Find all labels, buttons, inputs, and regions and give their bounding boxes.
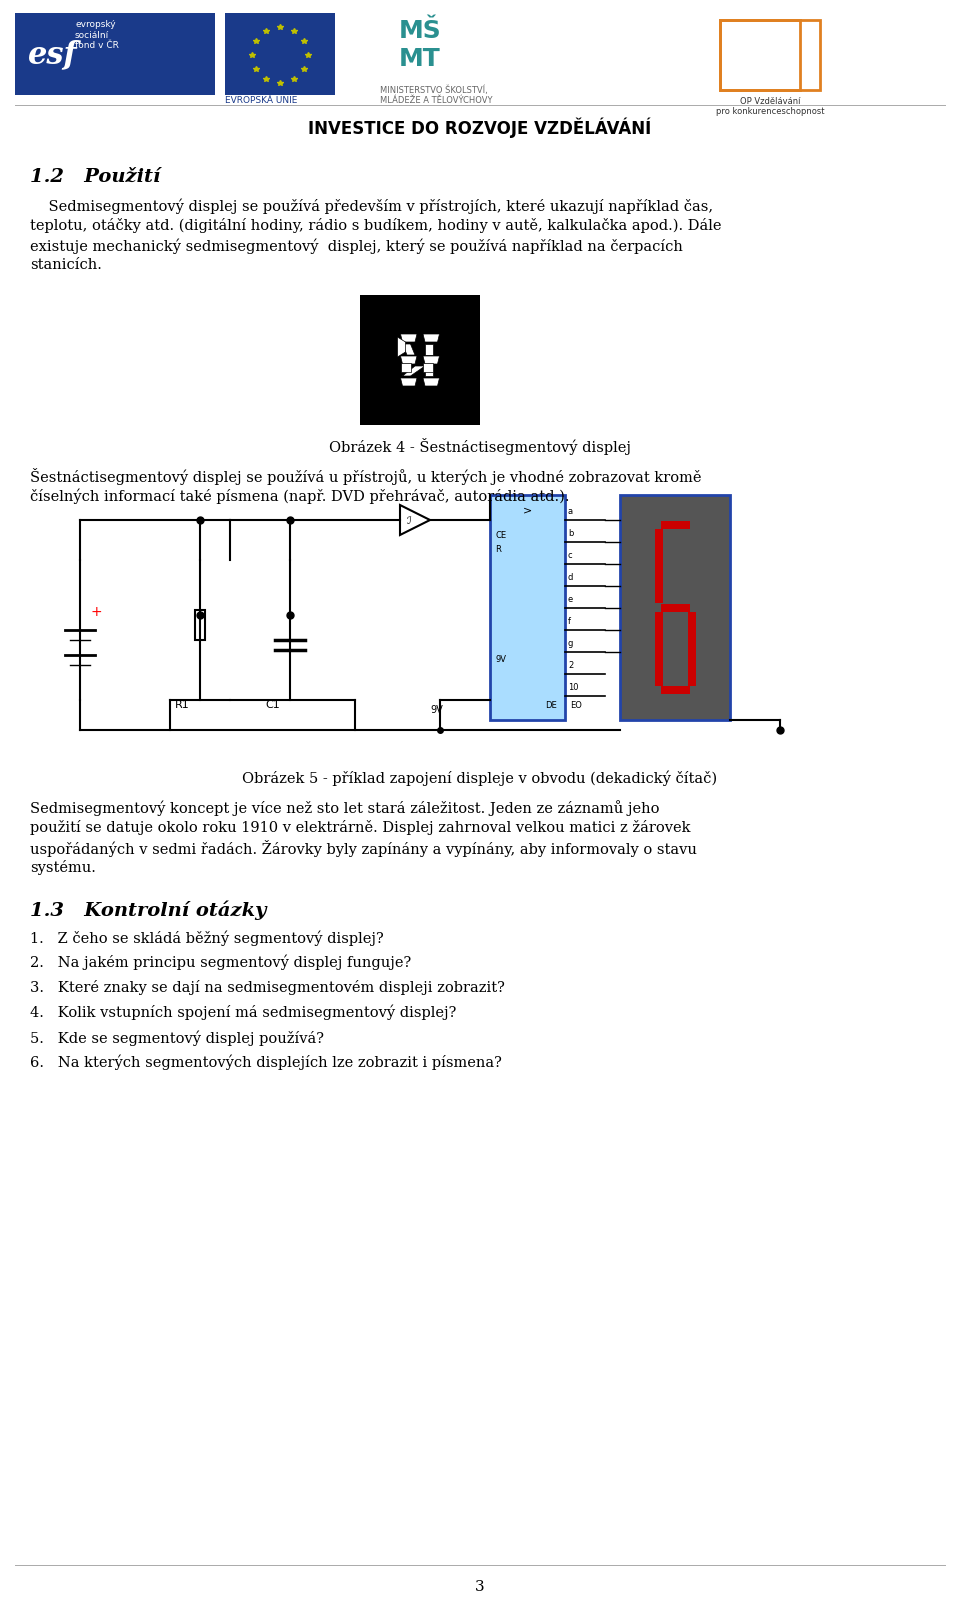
Bar: [360, 294, 480, 426]
Text: d: d: [568, 573, 573, 582]
Text: >: >: [523, 506, 532, 515]
Text: 6.   Na kterých segmentových displejích lze zobrazit i písmena?: 6. Na kterých segmentových displejích lz…: [30, 1054, 502, 1070]
Text: číselných informací také písmena (např. DVD přehrávač, autorádia atd.).: číselných informací také písmena (např. …: [30, 488, 569, 504]
Bar: [655, 611, 662, 686]
Text: existuje mechanický sedmisegmentový  displej, který se používá například na čerp: existuje mechanický sedmisegmentový disp…: [30, 238, 683, 253]
Bar: [687, 611, 695, 686]
Polygon shape: [400, 363, 411, 371]
Polygon shape: [423, 363, 433, 371]
Polygon shape: [400, 378, 417, 386]
Text: 4.   Kolik vstupních spojení má sedmisegmentový displej?: 4. Kolik vstupních spojení má sedmisegme…: [30, 1005, 456, 1021]
Polygon shape: [425, 344, 433, 355]
Bar: [620, 494, 730, 720]
Text: 9V: 9V: [430, 706, 443, 715]
Polygon shape: [400, 334, 417, 342]
Text: uspořádaných v sedmi řadách. Žárovky byly zapínány a vypínány, aby informovaly o: uspořádaných v sedmi řadách. Žárovky byl…: [30, 840, 697, 858]
Text: Sedmisegmentový displej se používá především v přístrojích, které ukazují napřík: Sedmisegmentový displej se používá přede…: [30, 198, 713, 213]
Text: f: f: [568, 618, 571, 627]
Text: R: R: [495, 546, 501, 555]
Bar: [720, 19, 800, 90]
Text: c: c: [568, 552, 572, 560]
Bar: [195, 610, 205, 640]
Text: 5.   Kde se segmentový displej používá?: 5. Kde se segmentový displej používá?: [30, 1030, 324, 1045]
Text: použití se datuje okolo roku 1910 v elektrárně. Displej zahrnoval velkou matici : použití se datuje okolo roku 1910 v elek…: [30, 819, 690, 835]
Text: 2.   Na jakém principu segmentový displej funguje?: 2. Na jakém principu segmentový displej …: [30, 955, 411, 971]
Text: CE: CE: [495, 531, 506, 539]
Bar: [660, 686, 689, 694]
Bar: [225, 13, 335, 94]
Bar: [660, 522, 689, 530]
Text: stanicích.: stanicích.: [30, 258, 102, 272]
Text: OP Vzdělávání
pro konkurenceschopnost: OP Vzdělávání pro konkurenceschopnost: [716, 98, 825, 117]
Text: ℐ: ℐ: [407, 515, 412, 526]
Polygon shape: [402, 344, 415, 355]
Text: b: b: [568, 530, 573, 539]
Polygon shape: [423, 378, 440, 386]
Polygon shape: [423, 334, 440, 342]
Text: DE: DE: [545, 701, 557, 709]
Text: Sedmisegmentový koncept je více než sto let stará záležitost. Jeden ze záznamů j: Sedmisegmentový koncept je více než sto …: [30, 800, 660, 816]
Bar: [720, 19, 820, 90]
Text: systému.: systému.: [30, 861, 96, 875]
Text: g: g: [568, 640, 573, 648]
Text: a: a: [568, 507, 573, 517]
Text: 3: 3: [475, 1581, 485, 1594]
Polygon shape: [397, 338, 405, 357]
Text: INVESTICE DO ROZVOJE VZDĚLÁVÁNÍ: INVESTICE DO ROZVOJE VZDĚLÁVÁNÍ: [308, 118, 652, 138]
Bar: [660, 603, 689, 611]
Text: EO: EO: [570, 701, 582, 709]
Polygon shape: [423, 357, 440, 365]
Text: evropský
sociální
fond v ČR: evropský sociální fond v ČR: [75, 21, 119, 50]
Bar: [490, 494, 565, 720]
Polygon shape: [400, 506, 430, 534]
Polygon shape: [400, 357, 417, 365]
Polygon shape: [425, 366, 433, 376]
Text: 3.   Které znaky se dají na sedmisegmentovém displeji zobrazit?: 3. Které znaky se dají na sedmisegmentov…: [30, 979, 505, 995]
Text: 1.   Z čeho se skládá běžný segmentový displej?: 1. Z čeho se skládá běžný segmentový dis…: [30, 930, 384, 946]
Polygon shape: [402, 366, 425, 376]
Bar: [655, 530, 662, 603]
Text: 2: 2: [568, 661, 573, 670]
Text: 10: 10: [568, 683, 579, 693]
Text: esf: esf: [28, 40, 78, 70]
Text: MINISTERSTVO ŠKOLSTVÍ,
MLÁDEŽE A TĚLOVÝCHOVY: MINISTERSTVO ŠKOLSTVÍ, MLÁDEŽE A TĚLOVÝC…: [380, 85, 492, 106]
Text: 1.3   Kontrolní otázky: 1.3 Kontrolní otázky: [30, 899, 267, 920]
Text: MŠ
MT: MŠ MT: [398, 19, 442, 70]
Text: 9V: 9V: [495, 656, 506, 664]
Text: +: +: [90, 605, 102, 619]
Text: e: e: [568, 595, 573, 605]
Text: 1.2   Použití: 1.2 Použití: [30, 168, 160, 186]
Text: Šestnáctisegmentový displej se používá u přístrojů, u kterých je vhodné zobrazov: Šestnáctisegmentový displej se používá u…: [30, 467, 702, 485]
Text: Obrázek 5 - příklad zapojení displeje v obvodu (dekadický čítač): Obrázek 5 - příklad zapojení displeje v …: [243, 770, 717, 786]
Text: teplotu, otáčky atd. (digitální hodiny, rádio s budíkem, hodiny v autě, kalkulač: teplotu, otáčky atd. (digitální hodiny, …: [30, 218, 722, 234]
Bar: [15, 13, 215, 94]
Text: R1: R1: [175, 701, 190, 710]
Text: C1: C1: [265, 701, 279, 710]
Text: EVROPSKÁ UNIE: EVROPSKÁ UNIE: [225, 96, 298, 106]
Text: Obrázek 4 - Šestnáctisegmentový displej: Obrázek 4 - Šestnáctisegmentový displej: [329, 438, 631, 454]
